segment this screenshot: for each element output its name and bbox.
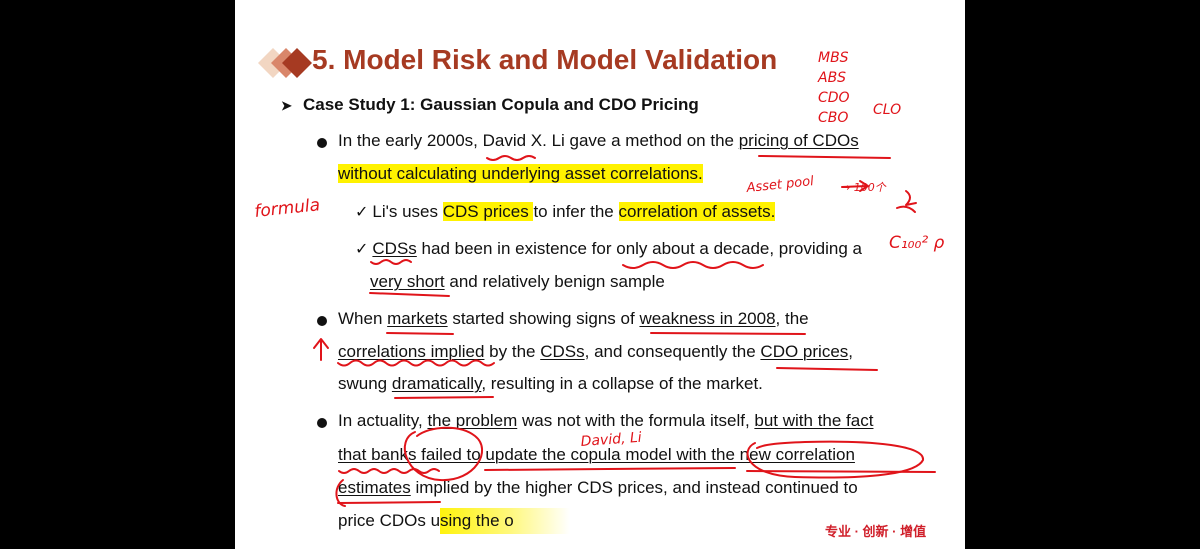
ink-arrow-number: → 100个 <box>841 181 887 194</box>
diamond-logo-icon <box>258 48 312 78</box>
squiggle-david <box>486 155 536 161</box>
paragraph-2-line-3: swung dramatically, resulting in a colla… <box>338 374 763 393</box>
squiggle-banks <box>338 468 440 474</box>
case-study-heading: ➤ Case Study 1: Gaussian Copula and CDO P… <box>281 95 699 115</box>
check-item-2-line-1: ✓ CDSs had been in existence for only abo… <box>355 239 862 258</box>
footer-slogan: 专业 · 创新 · 增值 <box>825 524 927 539</box>
ink-clo: CLO <box>873 102 901 118</box>
underline-new-correlation <box>746 470 936 473</box>
check-item-2-line-2: very short and relatively benign sample <box>370 272 665 291</box>
paragraph-1-line-2: without calculating underlying asset cor… <box>338 164 703 183</box>
paragraph-2-line-1: When markets started showing signs of we… <box>338 309 809 328</box>
ink-cdo: CDO <box>818 90 850 106</box>
squiggle-cdss <box>370 259 412 265</box>
check-item-1: ✓ Li's uses CDS prices to infer the corre… <box>355 202 776 221</box>
squiggle-decade <box>622 261 764 269</box>
arrow-bullet-icon: ➤ <box>281 98 292 113</box>
ink-formula: formula <box>253 195 321 222</box>
ink-cbo: CBO <box>818 110 848 126</box>
bullet-icon <box>317 316 327 326</box>
ink-combination: C₁₀₀² ρ <box>889 233 945 253</box>
case-study-label: Case Study 1: Gaussian Copula and CDO Pr… <box>303 95 699 114</box>
checkmark-icon: ✓ <box>355 241 369 258</box>
slide-title: 5. Model Risk and Model Validation <box>312 44 778 75</box>
underline-cdo-prices <box>776 367 878 371</box>
paragraph-2-line-2: correlations implied by the CDSs, and co… <box>338 342 854 361</box>
underline-markets <box>386 332 454 335</box>
highlight-fade <box>440 508 570 534</box>
paragraph-3-line-3: estimates implied by the higher CDS pric… <box>338 478 858 497</box>
checkmark-icon: ✓ <box>355 204 369 221</box>
paragraph-3-line-1: In actuality, the problem was not with t… <box>338 411 874 430</box>
underline-dramatically <box>394 396 494 399</box>
bullet-icon <box>317 418 327 428</box>
paragraph-3-line-4: price CDOs using the o <box>338 511 514 530</box>
underline-weakness <box>650 332 806 335</box>
paragraph-3-line-2: that banks failed to update the copula m… <box>338 445 855 464</box>
bullet-icon <box>317 138 327 148</box>
ink-asset-pool: Asset pool <box>745 174 815 196</box>
slide: 5. Model Risk and Model Validation ➤ Case… <box>235 0 965 549</box>
right-arrow-icon <box>841 180 869 192</box>
underline-copula <box>484 467 736 471</box>
paragraph-1-line-1: In the early 2000s, David X. Li gave a m… <box>338 131 859 150</box>
underline-very-short <box>369 292 450 297</box>
ink-mbs: MBS <box>818 50 849 66</box>
underline-pricing <box>758 155 891 159</box>
underline-estimates <box>337 501 441 504</box>
up-arrow-icon <box>313 338 329 361</box>
ink-abs: ABS <box>817 70 846 86</box>
